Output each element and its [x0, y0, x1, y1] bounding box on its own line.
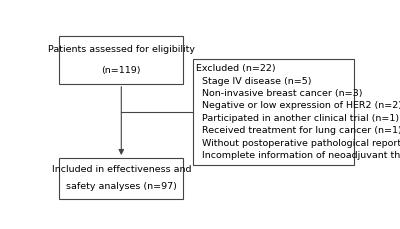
Text: Incomplete information of neoadjuvant therapy (n=9): Incomplete information of neoadjuvant th… [196, 151, 400, 160]
Text: (n=119): (n=119) [102, 66, 141, 75]
Text: Negative or low expression of HER2 (n=2): Negative or low expression of HER2 (n=2) [196, 101, 400, 110]
FancyBboxPatch shape [59, 158, 183, 199]
Text: Without postoperative pathological report (n=1): Without postoperative pathological repor… [196, 139, 400, 148]
FancyBboxPatch shape [59, 36, 183, 84]
Text: Non-invasive breast cancer (n=3): Non-invasive breast cancer (n=3) [196, 89, 363, 98]
Text: Stage IV disease (n=5): Stage IV disease (n=5) [196, 76, 312, 86]
Text: Included in effectiveness and: Included in effectiveness and [52, 165, 191, 174]
Text: Participated in another clinical trial (n=1): Participated in another clinical trial (… [196, 114, 400, 123]
FancyBboxPatch shape [193, 59, 354, 165]
Text: Excluded (n=22): Excluded (n=22) [196, 64, 276, 73]
Text: Received treatment for lung cancer (n=1): Received treatment for lung cancer (n=1) [196, 126, 400, 135]
Text: safety analyses (n=97): safety analyses (n=97) [66, 182, 177, 191]
Text: Patients assessed for eligibility: Patients assessed for eligibility [48, 45, 195, 54]
